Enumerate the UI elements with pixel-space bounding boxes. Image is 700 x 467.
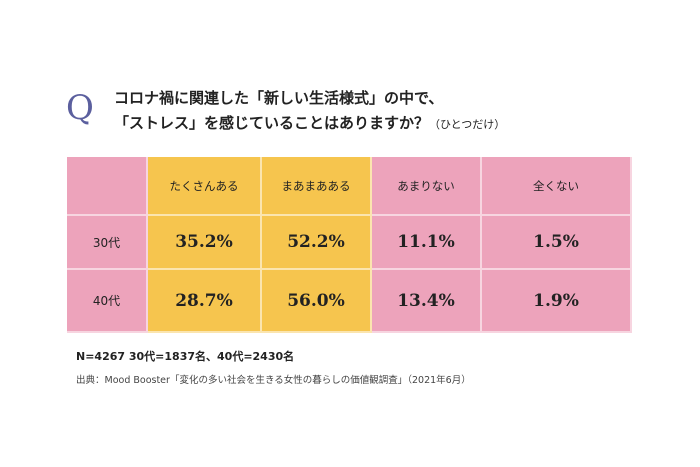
row-label: 30代	[67, 216, 148, 270]
row-label: 40代	[67, 270, 148, 333]
value-cell: 1.5%	[482, 216, 632, 270]
sample-size: N=4267 30代=1837名、40代=2430名	[76, 350, 295, 363]
value-cell: 52.2%	[262, 216, 372, 270]
value-cell: 1.9%	[482, 270, 632, 333]
col-header: まあまあある	[262, 157, 372, 216]
value-cell: 56.0%	[262, 270, 372, 333]
col-header: あまりない	[372, 157, 482, 216]
corner-cell	[67, 157, 148, 216]
value-cell: 13.4%	[372, 270, 482, 333]
value-cell: 11.1%	[372, 216, 482, 270]
question-note: （ひとつだけ）	[429, 118, 506, 131]
col-header: たくさんある	[148, 157, 262, 216]
source-note: 出典：Mood Booster「変化の多い社会を生きる女性の暮らしの価値観調査」…	[76, 375, 471, 386]
question-line-2: 「ストレス」を感じていることはありますか？	[114, 114, 430, 132]
question-title: コロナ禍に関連した「新しい生活様式」の中で、 「ストレス」を感じていることはあり…	[114, 86, 505, 137]
question-line-1: コロナ禍に関連した「新しい生活様式」の中で、	[114, 89, 444, 107]
q-mark: Q	[66, 88, 94, 128]
value-cell: 35.2%	[148, 216, 262, 270]
results-table: たくさんある まあまあある あまりない 全くない 30代 35.2% 52.2%…	[67, 157, 632, 333]
value-cell: 28.7%	[148, 270, 262, 333]
col-header: 全くない	[482, 157, 632, 216]
